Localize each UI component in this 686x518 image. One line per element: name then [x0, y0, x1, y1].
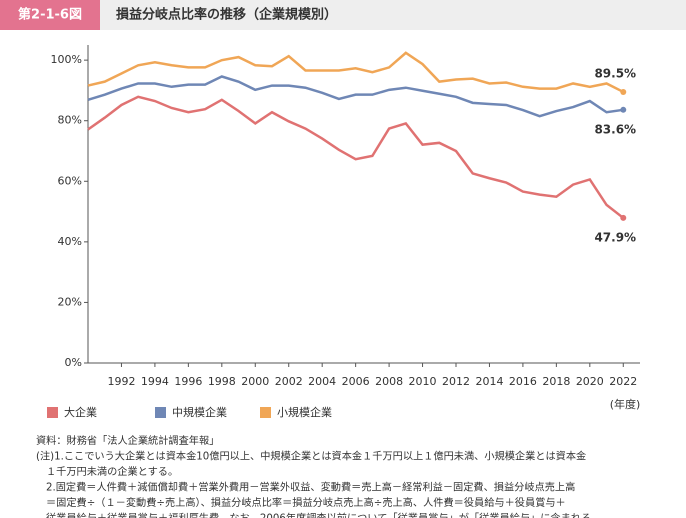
series-line	[87, 51, 624, 94]
x-tick-label: 1996	[174, 375, 202, 388]
x-tick-label: 2002	[275, 375, 303, 388]
series-line	[87, 95, 625, 219]
legend-swatch	[47, 407, 58, 418]
y-tick-label: 100%	[51, 53, 82, 66]
data-label: 83.6%	[594, 122, 636, 136]
note-line: 資料：財務省「法人企業統計調査年報」	[36, 434, 219, 447]
end-point	[620, 214, 627, 221]
x-tick-label: 1992	[107, 375, 135, 388]
x-axis-label: (年度)	[610, 397, 641, 411]
end-point	[620, 106, 627, 113]
x-tick-label: 2012	[442, 375, 470, 388]
note-line: 従業員給与＋従業員賞与＋福利厚生費。なお、2006年度調査以前について「従業員賞…	[46, 512, 601, 518]
legend-label: 中規模企業	[172, 405, 227, 419]
x-tick-label: 2004	[308, 375, 336, 388]
note-line: １千万円未満の企業とする。	[46, 465, 178, 478]
x-tick-label: 2018	[542, 375, 570, 388]
header-label: 第2-1-6図	[18, 7, 82, 23]
legend-swatch	[260, 407, 271, 418]
x-tick-label: 1994	[141, 375, 169, 388]
y-tick-label: 20%	[58, 295, 82, 308]
note-line: ＝固定費÷（１－変動費÷売上高）、損益分岐点比率＝損益分岐点売上高÷売上高、人件…	[46, 496, 566, 509]
legend-swatch	[155, 407, 166, 418]
end-point	[620, 88, 627, 95]
note-line: (注)1.ここでいう大企業とは資本金10億円以上、中規模企業とは資本金１千万円以…	[36, 450, 586, 463]
y-tick-label: 40%	[58, 235, 82, 248]
x-tick-label: 2016	[509, 375, 537, 388]
x-tick-label: 2010	[409, 375, 437, 388]
x-tick-label: 2014	[475, 375, 503, 388]
header-title: 損益分岐点比率の推移（企業規模別）	[116, 7, 337, 23]
x-tick-label: 2020	[576, 375, 604, 388]
x-tick-label: 2000	[241, 375, 269, 388]
x-tick-label: 2022	[609, 375, 637, 388]
legend-label: 大企業	[64, 405, 97, 419]
series-line	[87, 75, 624, 118]
note-line: 2.固定費＝人件費＋減価償却費＋営業外費用－営業外収益、変動費＝売上高－経常利益…	[46, 481, 575, 494]
legend-label: 小規模企業	[277, 405, 332, 419]
y-tick-label: 0%	[65, 356, 82, 369]
x-tick-label: 2008	[375, 375, 403, 388]
header-label-box	[0, 0, 100, 30]
data-label: 89.5%	[594, 66, 636, 80]
y-tick-label: 60%	[58, 174, 82, 187]
x-tick-label: 1998	[208, 375, 236, 388]
data-label: 47.9%	[594, 230, 636, 244]
x-tick-label: 2006	[342, 375, 370, 388]
header-band	[0, 0, 686, 30]
y-tick-label: 80%	[58, 114, 82, 127]
